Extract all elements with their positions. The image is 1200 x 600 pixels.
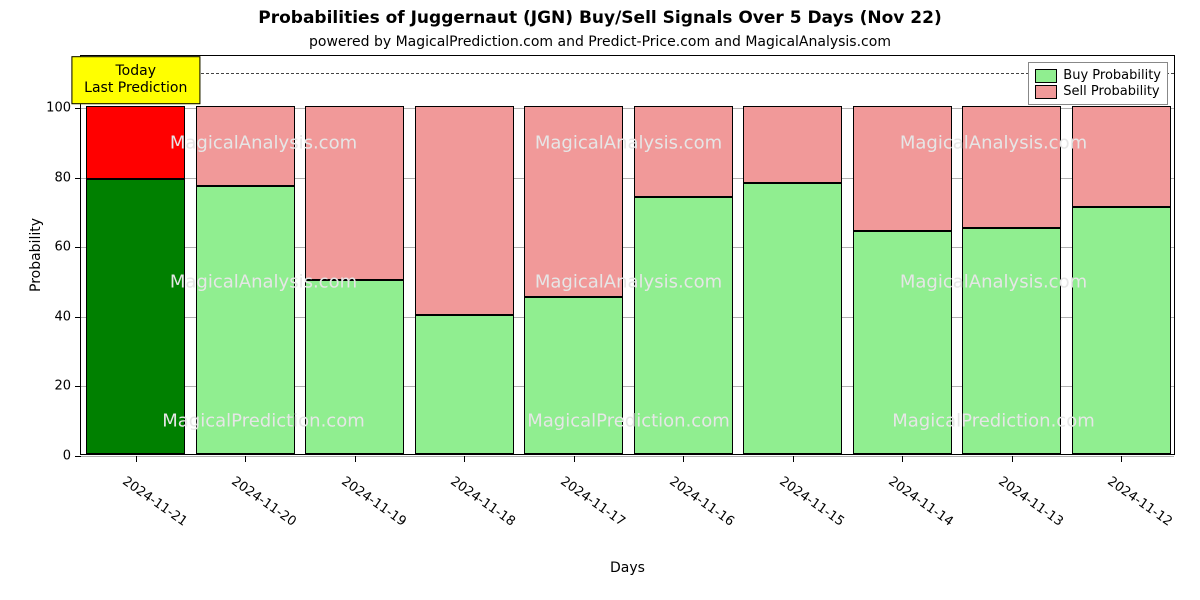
y-tick-label: 80 <box>54 170 71 185</box>
bar-group <box>305 54 404 454</box>
bar-group <box>634 54 733 454</box>
y-tick <box>75 247 81 248</box>
y-tick <box>75 456 81 457</box>
legend-label: Buy Probability <box>1063 68 1161 83</box>
bar-sell <box>962 106 1061 228</box>
y-tick <box>75 386 81 387</box>
x-tick <box>1121 456 1122 462</box>
bar-sell <box>634 106 733 196</box>
x-tick-label: 2024-11-19 <box>338 474 409 530</box>
x-tick-label: 2024-11-18 <box>448 474 519 530</box>
y-tick-label: 20 <box>54 379 71 394</box>
x-tick <box>1012 456 1013 462</box>
x-tick-label: 2024-11-15 <box>776 474 847 530</box>
bar-buy <box>634 197 733 454</box>
x-tick <box>136 456 137 462</box>
legend-item: Buy Probability <box>1035 68 1161 83</box>
bar-group <box>86 54 185 454</box>
x-tick-label: 2024-11-16 <box>667 474 738 530</box>
bar-buy <box>196 186 295 454</box>
bar-sell <box>743 106 842 183</box>
bar-group <box>853 54 952 454</box>
y-tick-label: 0 <box>63 449 71 464</box>
bar-sell <box>86 106 185 179</box>
annotation-today: TodayLast Prediction <box>71 57 200 105</box>
bar-buy <box>86 179 185 454</box>
legend-swatch <box>1035 69 1057 83</box>
x-tick-label: 2024-11-20 <box>229 474 300 530</box>
y-tick <box>75 317 81 318</box>
bar-group <box>524 54 623 454</box>
legend-label: Sell Probability <box>1063 84 1159 99</box>
plot-area: 020406080100MagicalAnalysis.comMagicalAn… <box>80 55 1175 455</box>
y-tick <box>75 178 81 179</box>
y-tick-label: 100 <box>46 101 71 116</box>
bar-group <box>962 54 1061 454</box>
x-tick <box>902 456 903 462</box>
bar-buy <box>305 280 404 454</box>
x-tick-label: 2024-11-12 <box>1105 474 1176 530</box>
bar-group <box>1072 54 1171 454</box>
legend: Buy ProbabilitySell Probability <box>1028 62 1168 105</box>
bar-sell <box>196 106 295 186</box>
bar-buy <box>524 297 623 454</box>
bar-buy <box>1072 207 1171 454</box>
x-tick <box>574 456 575 462</box>
bar-sell <box>1072 106 1171 207</box>
x-tick <box>793 456 794 462</box>
bar-buy <box>743 183 842 454</box>
bar-group <box>743 54 842 454</box>
y-axis-label: Probability <box>28 218 44 292</box>
chart-title: Probabilities of Juggernaut (JGN) Buy/Se… <box>0 8 1200 28</box>
x-tick <box>683 456 684 462</box>
x-tick-label: 2024-11-14 <box>886 474 957 530</box>
x-tick-label: 2024-11-13 <box>995 474 1066 530</box>
x-tick <box>355 456 356 462</box>
x-tick-label: 2024-11-21 <box>119 474 190 530</box>
bar-buy <box>415 315 514 454</box>
annotation-line: Today <box>115 64 156 80</box>
y-tick-label: 60 <box>54 240 71 255</box>
bar-buy <box>962 228 1061 454</box>
annotation-line: Last Prediction <box>84 80 187 96</box>
bar-sell <box>415 106 514 315</box>
x-tick <box>464 456 465 462</box>
bar-group <box>196 54 295 454</box>
legend-swatch <box>1035 85 1057 99</box>
bar-sell <box>853 106 952 231</box>
y-tick <box>75 108 81 109</box>
chart-subtitle: powered by MagicalPrediction.com and Pre… <box>0 34 1200 50</box>
bar-buy <box>853 231 952 454</box>
bar-sell <box>305 106 404 280</box>
x-tick <box>245 456 246 462</box>
bar-sell <box>524 106 623 297</box>
chart-container: Probabilities of Juggernaut (JGN) Buy/Se… <box>0 0 1200 600</box>
y-tick-label: 40 <box>54 309 71 324</box>
x-axis-label: Days <box>80 560 1175 576</box>
x-tick-label: 2024-11-17 <box>557 474 628 530</box>
legend-item: Sell Probability <box>1035 84 1161 99</box>
bar-group <box>415 54 514 454</box>
